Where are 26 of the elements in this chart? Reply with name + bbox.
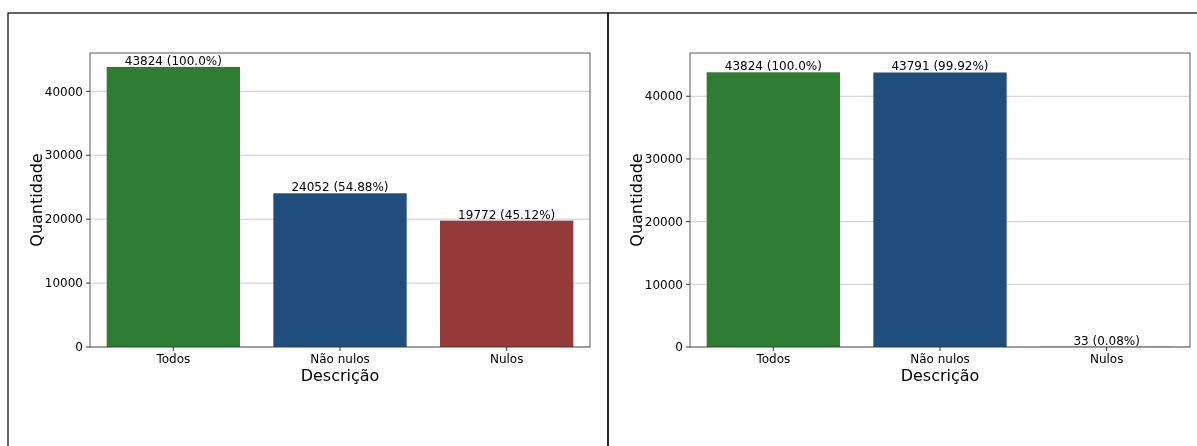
data-label: 43791 (99.92%) [891,59,989,74]
y-tick-label: 30000 [44,148,83,163]
y-tick-label: 40000 [644,89,683,104]
x-axis-title: Descrição [300,366,380,385]
x-tick-label: Nulos [489,352,524,366]
data-label: 43824 (100.0%) [724,59,822,74]
x-tick-label: Nulos [1089,352,1124,366]
x-tick-label: Não nulos [310,352,370,366]
data-label: 19772 (45.12%) [458,207,556,222]
y-axis-title: Quantidade [627,153,646,247]
y-tick-label: 40000 [44,84,83,99]
y-axis-title: Quantidade [27,153,46,247]
y-tick-label: 10000 [644,277,683,292]
x-axis-title: Descrição [900,366,980,385]
y-tick-label: 0 [75,340,83,355]
y-tick-label: 10000 [44,276,83,291]
y-tick-label: 20000 [644,214,683,229]
x-tick-label: Não nulos [910,352,970,366]
x-tick-label: Todos [155,352,191,366]
y-tick-label: 20000 [44,212,83,227]
y-tick-label: 0 [675,340,683,355]
data-label: 24052 (54.88%) [291,180,389,195]
y-tick-label: 30000 [644,152,683,167]
x-tick-label: Todos [755,352,791,366]
data-label: 33 (0.08%) [1073,333,1140,348]
data-label: 43824 (100.0%) [124,53,222,68]
